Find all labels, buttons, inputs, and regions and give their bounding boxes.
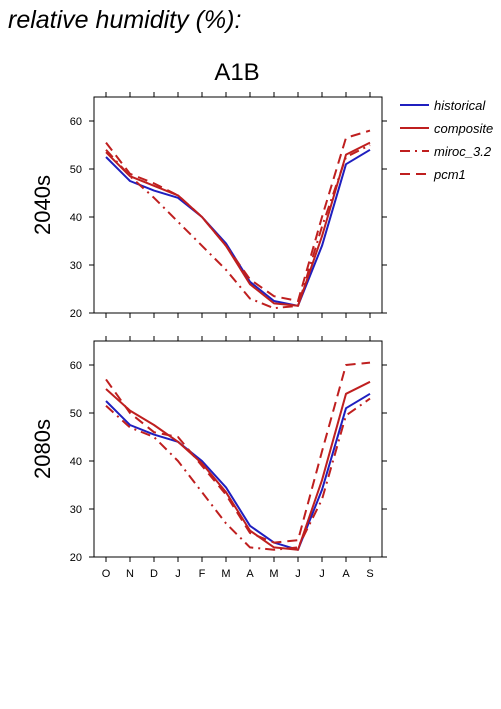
y-tick-label: 40	[70, 456, 82, 468]
y-tick-label: 50	[70, 164, 82, 176]
x-tick-label: D	[150, 568, 158, 580]
legend-label-historical: historical	[434, 98, 486, 113]
y-tick-label: 20	[70, 308, 82, 320]
series-line-historical	[105, 148, 371, 307]
x-tick-label: S	[366, 568, 373, 580]
y-tick-label: 50	[70, 408, 82, 420]
x-tick-label: J	[175, 568, 181, 580]
x-tick-label: A	[342, 568, 350, 580]
panel-label: 2080s	[30, 419, 55, 479]
series-line-pcm1	[105, 361, 371, 544]
chart-title: A1B	[214, 59, 259, 86]
panel-2080s: 20 30 40 50 60 O N D J F M A M J J A S 2080s	[30, 336, 387, 580]
x-tick-label: O	[102, 568, 111, 580]
y-tick-label: 60	[70, 360, 82, 372]
x-tick-label: J	[295, 568, 301, 580]
plot-frame	[93, 340, 383, 558]
series-line-miroc_3.2	[105, 397, 371, 551]
series-line-composite	[105, 141, 371, 307]
y-tick-label: 60	[70, 116, 82, 128]
series-line-composite	[105, 380, 371, 551]
x-tick-label: F	[199, 568, 206, 580]
x-tick-label: J	[319, 568, 325, 580]
series-line-historical	[105, 392, 371, 551]
page-title: relative humidity (%):	[8, 6, 242, 34]
panel-2040s: 20 30 40 50 60 2040s	[30, 92, 387, 320]
legend-label-pcm1: pcm1	[433, 167, 466, 182]
y-tick-label: 30	[70, 260, 82, 272]
legend-label-miroc_3.2: miroc_3.2	[434, 144, 492, 159]
legend-label-composite: composite	[434, 121, 493, 136]
x-tick-label: M	[221, 568, 230, 580]
x-tick-label: N	[126, 568, 134, 580]
x-tick-label: A	[246, 568, 254, 580]
series-line-pcm1	[105, 129, 371, 302]
chart-panels: 20 30 40 50 60 2040s 20 30 40 50 60 O N D J F M A M J J A S 208…	[30, 92, 387, 580]
plot-frame	[93, 96, 383, 314]
series-line-miroc_3.2	[105, 144, 371, 310]
panel-label: 2040s	[30, 175, 55, 235]
y-tick-label: 20	[70, 552, 82, 564]
x-tick-label: M	[269, 568, 278, 580]
y-tick-label: 40	[70, 212, 82, 224]
y-tick-label: 30	[70, 504, 82, 516]
chart-legend: historical composite miroc_3.2 pcm1	[400, 98, 493, 182]
